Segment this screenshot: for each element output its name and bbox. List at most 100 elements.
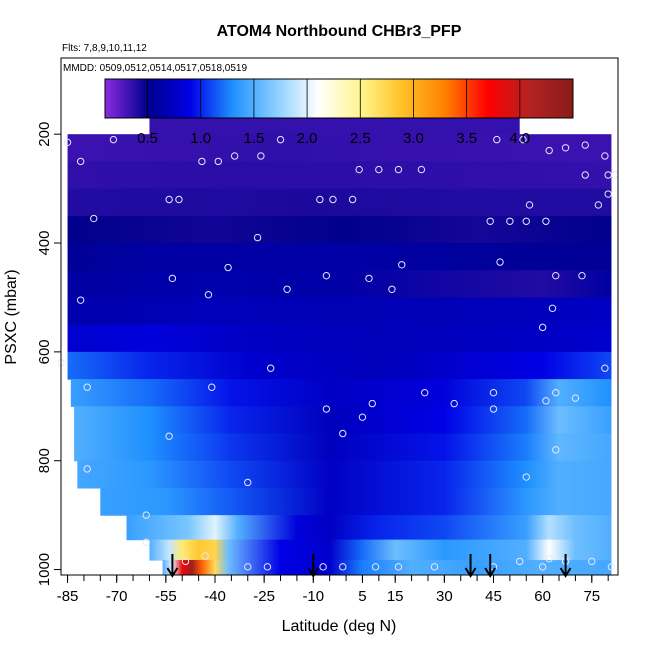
sample-point	[538, 563, 547, 571]
sample-point	[561, 144, 570, 152]
concentration-field	[67, 106, 612, 575]
y-axis-label: PSXC (mbar)	[3, 269, 20, 364]
sample-point	[348, 195, 357, 204]
x-tick-label: 5	[358, 588, 366, 605]
flight-arrows	[166, 554, 572, 578]
flight-arrow	[166, 554, 179, 578]
sample-point	[516, 557, 524, 566]
sample-point	[329, 195, 337, 204]
sample-point	[76, 157, 85, 166]
sample-point	[319, 563, 327, 571]
sample-point	[263, 563, 272, 571]
sample-point	[214, 157, 222, 166]
sample-point	[486, 217, 494, 225]
sample-point	[358, 413, 367, 421]
sample-point	[522, 217, 530, 225]
sample-point	[198, 157, 206, 166]
sample-point	[417, 165, 426, 174]
sample-point	[339, 429, 347, 438]
sample-point	[109, 135, 118, 144]
field-band	[67, 270, 612, 299]
sample-point	[257, 152, 265, 160]
sample-point	[519, 135, 527, 144]
sample-point	[489, 405, 498, 413]
field-band	[149, 539, 612, 561]
sample-point	[230, 152, 239, 160]
y-tick-label: 400	[36, 231, 53, 256]
sample-point	[76, 296, 85, 304]
sample-point	[506, 217, 514, 225]
y-tick-label: 800	[36, 448, 53, 473]
field-band	[67, 161, 612, 190]
field-band	[162, 560, 612, 575]
colorbar-tick-label: 1.0	[190, 130, 211, 147]
sample-point	[394, 165, 403, 174]
sample-point	[90, 214, 98, 223]
sample-point	[522, 473, 530, 481]
x-tick-label: -70	[106, 588, 128, 605]
field-band	[70, 379, 612, 407]
sample-point	[201, 552, 209, 560]
y-tick-label: 600	[36, 339, 53, 364]
flight-arrow	[484, 554, 497, 578]
x-tick-label: 75	[583, 588, 600, 605]
sample-point	[552, 446, 560, 454]
sample-point	[244, 563, 252, 571]
sample-point	[322, 271, 331, 280]
sample-point	[83, 465, 91, 473]
field-band	[67, 134, 612, 162]
field-band	[100, 487, 612, 516]
field-band	[74, 406, 612, 435]
field-band	[77, 460, 612, 489]
sample-point	[450, 399, 458, 408]
field-band	[67, 188, 612, 217]
sample-point	[496, 258, 504, 266]
x-tick-label: -10	[302, 588, 324, 605]
sample-point	[538, 323, 547, 332]
colorbar-tick-label: 1.5	[243, 130, 264, 147]
y-tick-label: 200	[36, 122, 53, 147]
field-band	[74, 433, 612, 462]
colorbar-tick-label: 2.0	[297, 130, 318, 147]
sample-point	[181, 557, 190, 566]
field-band	[67, 351, 612, 380]
sample-point	[371, 563, 380, 571]
sample-point	[542, 217, 550, 225]
sample-point	[601, 364, 609, 372]
y-tick-label: 1000	[36, 553, 53, 586]
colorbar	[104, 78, 574, 119]
colorbar-tick-label: 3.0	[403, 130, 424, 147]
sample-point	[204, 291, 213, 299]
x-tick-label: -55	[155, 588, 177, 605]
sample-point	[493, 135, 501, 144]
flights-subtitle: Flts: 7,8,9,10,11,12	[62, 43, 147, 54]
sample-point	[283, 285, 291, 293]
sample-point	[165, 432, 173, 440]
sample-point	[339, 563, 347, 571]
sample-point	[394, 563, 403, 571]
flight-arrow	[464, 554, 477, 578]
field-band	[67, 297, 612, 326]
sample-point	[545, 146, 553, 155]
x-axis: -85 -70 -55 -40 -25 -10 5 15 30 45 60 75	[57, 574, 609, 605]
colorbar-tick-label: 4.0	[509, 130, 530, 147]
sample-point	[276, 135, 285, 144]
sample-point	[542, 397, 550, 405]
sample-point	[604, 190, 612, 198]
x-tick-label: 45	[485, 588, 502, 605]
sample-point	[571, 394, 580, 402]
x-tick-label: 60	[534, 588, 551, 605]
sample-point	[545, 554, 553, 563]
colorbar-tick-label: 0.5	[137, 130, 158, 147]
sample-point	[548, 304, 557, 313]
sample-point	[168, 274, 177, 283]
x-tick-label: 30	[436, 588, 453, 605]
sample-point	[365, 274, 373, 283]
sample-point	[208, 383, 216, 391]
sample-point	[430, 563, 439, 571]
sample-point	[175, 195, 183, 204]
sample-point	[611, 171, 619, 179]
sample-point	[316, 195, 324, 204]
y-axis: 200 400 600 800 1000	[36, 122, 61, 586]
x-tick-label: -25	[253, 588, 275, 605]
